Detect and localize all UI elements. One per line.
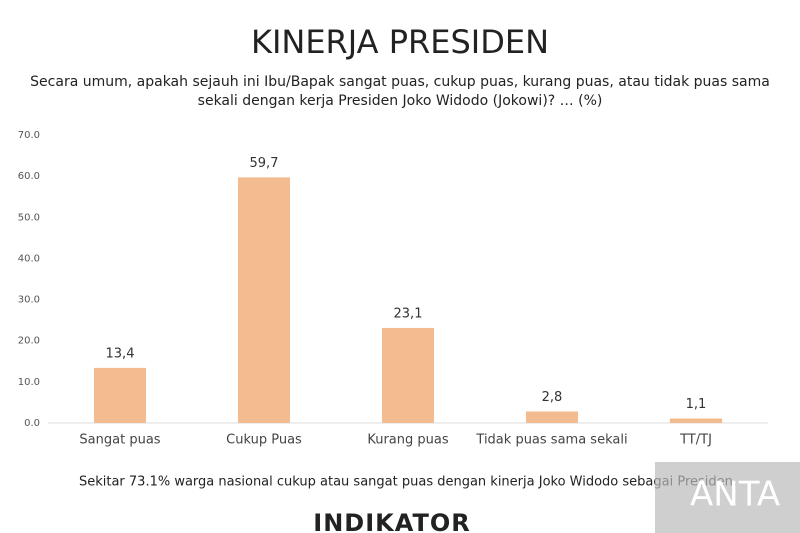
bar xyxy=(670,418,722,423)
data-label: 2,8 xyxy=(542,390,563,405)
x-tick-label: Tidak puas sama sekali xyxy=(475,433,627,448)
footnote: Sekitar 73.1% warga nasional cukup atau … xyxy=(79,475,737,490)
chart-title: KINERJA PRESIDEN xyxy=(251,23,549,61)
y-tick-label: 20.0 xyxy=(18,336,40,347)
x-tick-label: TT/TJ xyxy=(679,433,712,448)
watermark-box xyxy=(655,462,800,533)
data-label: 13,4 xyxy=(106,346,135,361)
y-tick-label: 70.0 xyxy=(18,130,40,141)
y-tick-label: 60.0 xyxy=(18,171,40,182)
watermark: ANTA xyxy=(690,475,780,515)
data-label: 23,1 xyxy=(394,306,423,321)
bar xyxy=(238,177,290,423)
x-tick-label: Cukup Puas xyxy=(226,433,302,448)
chart-subtitle: sekali dengan kerja Presiden Joko Widodo… xyxy=(198,93,603,109)
y-tick-label: 50.0 xyxy=(18,212,40,223)
x-tick-label: Sangat puas xyxy=(79,433,160,448)
y-tick-label: 30.0 xyxy=(18,295,40,306)
y-tick-label: 40.0 xyxy=(18,253,40,264)
bar xyxy=(382,327,434,423)
bar xyxy=(526,411,578,423)
logo: INDIKATOR xyxy=(313,509,470,533)
y-tick-label: 10.0 xyxy=(18,377,40,388)
x-tick-label: Kurang puas xyxy=(367,433,449,448)
data-label: 1,1 xyxy=(686,397,707,412)
y-tick-label: 0.0 xyxy=(24,418,40,429)
data-label: 59,7 xyxy=(250,156,279,171)
bar xyxy=(94,367,146,423)
chart-subtitle: Secara umum, apakah sejauh ini Ibu/Bapak… xyxy=(30,74,770,90)
